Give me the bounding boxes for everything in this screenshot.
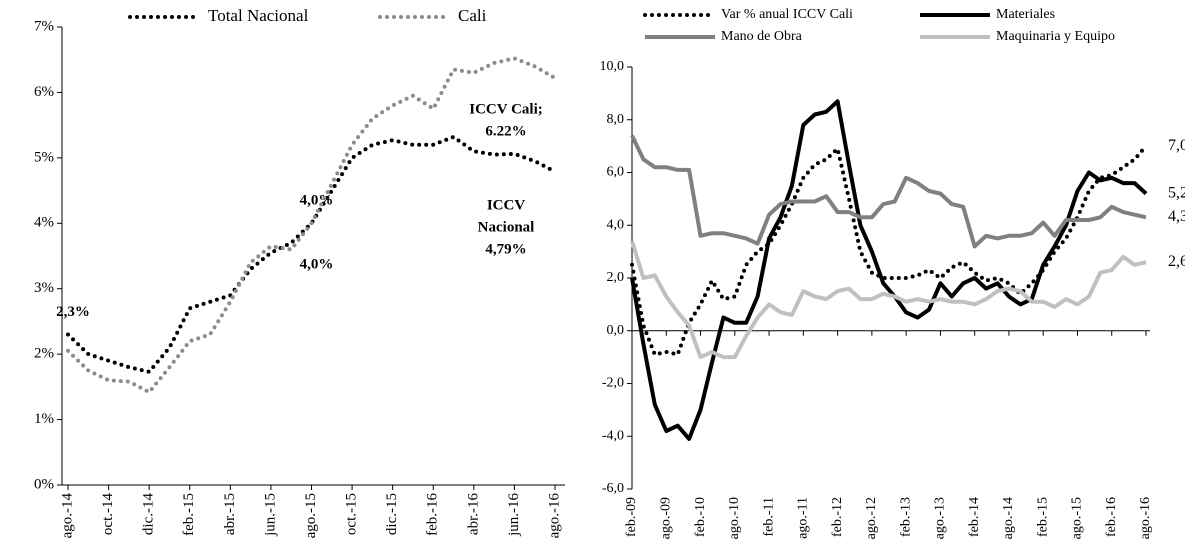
series-line bbox=[630, 144, 1148, 357]
annotation: 6.22% bbox=[485, 123, 526, 139]
value-label: 5,2 bbox=[1168, 184, 1185, 201]
value-label: 4,0% bbox=[300, 193, 334, 209]
x-tick-label: feb.-12 bbox=[830, 497, 845, 537]
x-tick-label: jun.-16 bbox=[506, 493, 522, 537]
series-line bbox=[630, 99, 1148, 441]
y-tick-label: 7% bbox=[34, 18, 54, 34]
x-tick-label: feb.-16 bbox=[425, 493, 441, 536]
x-tick-label: ago.-09 bbox=[658, 497, 673, 539]
annotation: ICCV bbox=[487, 197, 526, 213]
legend-label: Maquinaria y Equipo bbox=[996, 29, 1115, 44]
series-line bbox=[630, 134, 1147, 249]
x-tick-label: jun.-15 bbox=[262, 493, 278, 537]
legend-label: Materiales bbox=[996, 7, 1055, 22]
x-tick-label: ago.-14 bbox=[59, 493, 75, 539]
value-label: 4,0% bbox=[300, 257, 334, 273]
x-tick-label: ago.-15 bbox=[303, 493, 319, 538]
x-tick-label: feb.-15 bbox=[181, 493, 197, 536]
legend-label: Var % anual ICCV Cali bbox=[721, 7, 853, 22]
y-tick-label: 4,0 bbox=[607, 217, 625, 232]
y-tick-label: 0,0 bbox=[607, 323, 625, 338]
x-tick-label: ago.-15 bbox=[1070, 497, 1085, 539]
x-tick-label: feb.-14 bbox=[967, 497, 982, 537]
y-tick-label: 2,0 bbox=[607, 270, 625, 285]
y-tick-label: 5% bbox=[34, 149, 54, 165]
series-line bbox=[630, 240, 1147, 360]
x-tick-label: feb.-13 bbox=[898, 497, 913, 537]
value-label: 2,6 bbox=[1168, 253, 1185, 270]
y-tick-label: 2% bbox=[34, 346, 54, 362]
x-tick-label: abr.-16 bbox=[465, 493, 481, 536]
x-tick-label: dic.-15 bbox=[384, 493, 400, 535]
y-tick-label: 4% bbox=[34, 215, 54, 231]
x-tick-label: ago.-12 bbox=[864, 497, 879, 539]
y-tick-label: -6,0 bbox=[602, 481, 624, 496]
x-tick-label: oct.-15 bbox=[344, 493, 360, 535]
x-tick-label: feb.-10 bbox=[693, 497, 708, 537]
x-tick-label: ago.-16 bbox=[1138, 497, 1153, 539]
y-tick-label: -4,0 bbox=[602, 428, 624, 443]
legend-label: Cali bbox=[458, 6, 487, 25]
series-line bbox=[66, 134, 557, 375]
x-tick-label: ago.-11 bbox=[796, 497, 811, 539]
y-tick-label: 0% bbox=[34, 476, 54, 492]
y-tick-label: 8,0 bbox=[607, 112, 625, 127]
value-label: 7,0 bbox=[1168, 137, 1185, 154]
value-label: 4,3 bbox=[1168, 208, 1185, 225]
y-tick-label: 6,0 bbox=[607, 165, 625, 180]
series-line bbox=[66, 56, 557, 395]
x-tick-label: feb.-16 bbox=[1104, 497, 1119, 537]
x-tick-label: abr.-15 bbox=[222, 493, 238, 535]
annotation: 4,79% bbox=[485, 241, 526, 257]
legend-label: Mano de Obra bbox=[721, 29, 803, 44]
x-tick-label: ago.-13 bbox=[933, 497, 948, 539]
y-tick-label: 3% bbox=[34, 280, 54, 296]
y-tick-label: 10,0 bbox=[600, 59, 625, 74]
x-tick-label: feb.-15 bbox=[1035, 497, 1050, 537]
x-tick-label: feb.-11 bbox=[761, 497, 776, 537]
x-tick-label: ago.-10 bbox=[727, 497, 742, 539]
x-tick-label: ago.-14 bbox=[1001, 497, 1016, 539]
y-tick-label: -2,0 bbox=[602, 376, 624, 391]
y-tick-label: 6% bbox=[34, 84, 54, 100]
annotation: ICCV Cali; bbox=[469, 101, 542, 117]
y-tick-label: 1% bbox=[34, 411, 54, 427]
annotation: Nacional bbox=[478, 219, 535, 235]
x-tick-label: ago.-16 bbox=[546, 493, 562, 539]
x-tick-label: oct.-14 bbox=[100, 493, 116, 536]
value-label: 2,3% bbox=[56, 304, 90, 320]
x-tick-label: feb.-09 bbox=[624, 497, 639, 537]
legend-label: Total Nacional bbox=[208, 6, 309, 25]
x-tick-label: dic.-14 bbox=[141, 493, 157, 536]
